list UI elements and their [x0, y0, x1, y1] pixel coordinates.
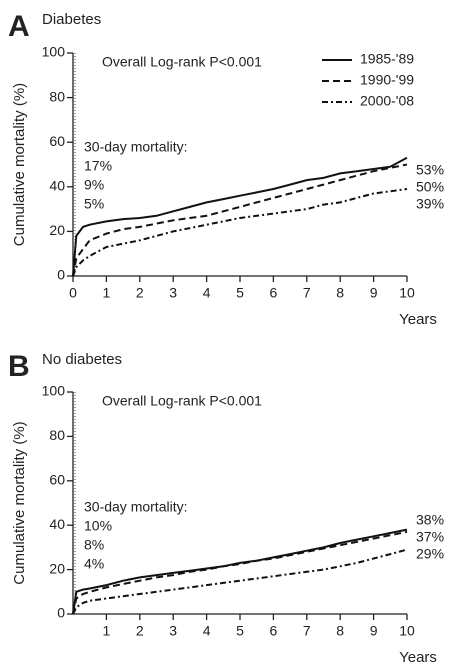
- y-axis-label: Cumulative mortality (%): [11, 421, 28, 584]
- x-tick-label: 2: [136, 623, 144, 639]
- x-tick-label: 9: [370, 623, 378, 639]
- panel-letter: A: [8, 10, 30, 43]
- y-axis-label: Cumulative mortality (%): [11, 83, 28, 246]
- x-tick-label: 5: [236, 285, 244, 301]
- x-tick-label: 9: [370, 285, 378, 301]
- legend-label: 1985-'89: [360, 51, 414, 67]
- legend-label: 2000-'08: [360, 93, 414, 109]
- annotation: 9%: [84, 177, 104, 193]
- y-tick-label: 80: [49, 88, 65, 104]
- end-label: 37%: [416, 529, 444, 545]
- y-tick-label: 40: [49, 516, 65, 532]
- series-line: [72, 188, 408, 277]
- x-tick-label: 8: [336, 623, 344, 639]
- end-label: 50%: [416, 179, 444, 195]
- annotation: 30-day mortality:: [84, 139, 187, 155]
- x-tick-label: 10: [399, 623, 415, 639]
- x-axis-label: Years: [399, 649, 437, 663]
- x-tick-label: 5: [236, 623, 244, 639]
- panel-title: No diabetes: [42, 351, 122, 368]
- x-tick-label: 2: [136, 285, 144, 301]
- y-tick-label: 60: [49, 133, 65, 149]
- x-tick-label: 7: [303, 285, 311, 301]
- y-tick-label: 60: [49, 472, 65, 488]
- y-tick-label: 100: [42, 383, 66, 399]
- legend-label: 1990-'99: [360, 72, 414, 88]
- subtitle: Overall Log-rank P<0.001: [102, 393, 262, 409]
- x-tick-label: 0: [69, 285, 77, 301]
- x-tick-label: 1: [103, 285, 111, 301]
- end-label: 38%: [416, 512, 444, 528]
- x-tick-label: 10: [399, 285, 415, 301]
- x-tick-label: 3: [169, 285, 177, 301]
- y-tick-label: 0: [57, 267, 65, 283]
- y-tick-label: 20: [49, 222, 65, 238]
- x-tick-label: 8: [336, 285, 344, 301]
- series-line: [72, 530, 408, 615]
- y-tick-label: 40: [49, 178, 65, 194]
- y-tick-label: 20: [49, 560, 65, 576]
- y-tick-label: 100: [42, 44, 66, 60]
- y-tick-label: 0: [57, 605, 65, 621]
- annotation: 17%: [84, 158, 112, 174]
- x-tick-label: 6: [270, 623, 278, 639]
- annotation: 5%: [84, 196, 104, 212]
- series-line: [72, 156, 408, 277]
- series-line: [72, 163, 408, 277]
- annotation: 30-day mortality:: [84, 499, 187, 515]
- annotation: 10%: [84, 518, 112, 534]
- panel-letter: B: [8, 350, 30, 383]
- panel-title: Diabetes: [42, 11, 101, 28]
- y-tick-label: 80: [49, 427, 65, 443]
- series-line: [72, 548, 408, 615]
- end-label: 39%: [416, 196, 444, 212]
- x-tick-label: 1: [103, 623, 111, 639]
- subtitle: Overall Log-rank P<0.001: [102, 54, 262, 70]
- x-tick-label: 6: [270, 285, 278, 301]
- end-label: 53%: [416, 162, 444, 178]
- annotation: 8%: [84, 537, 104, 553]
- end-label: 29%: [416, 546, 444, 562]
- x-tick-label: 4: [203, 623, 211, 639]
- x-tick-label: 7: [303, 623, 311, 639]
- x-tick-label: 3: [169, 623, 177, 639]
- annotation: 4%: [84, 556, 104, 572]
- x-axis-label: Years: [399, 311, 437, 328]
- x-tick-label: 4: [203, 285, 211, 301]
